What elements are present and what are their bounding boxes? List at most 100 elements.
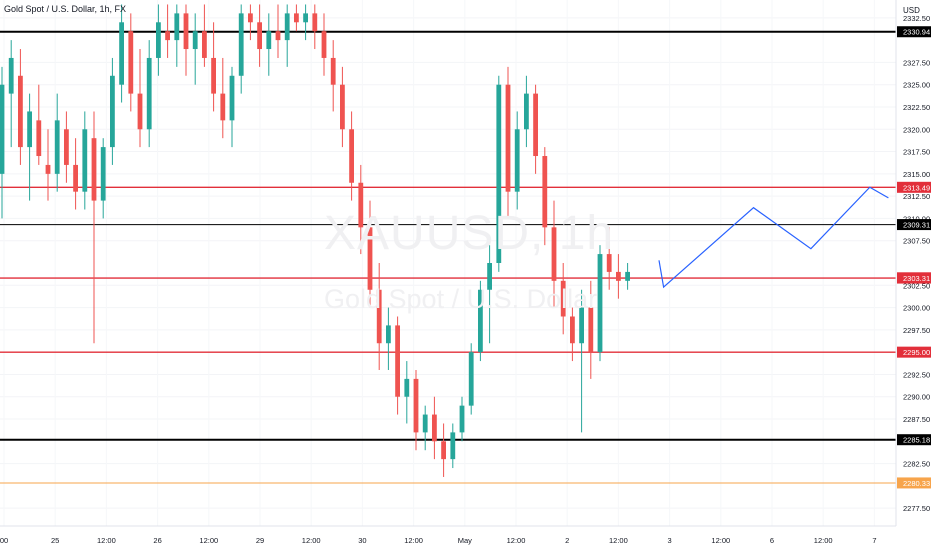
symbol-title: Gold Spot / U.S. Dollar, 1h, FX (4, 4, 127, 14)
time-tick-label: 12:00 (814, 536, 833, 545)
level-price-label: 2295.00 (903, 348, 930, 357)
candle-body (386, 325, 391, 344)
horizontal-levels (0, 30, 896, 484)
level-price-label: 2313.49 (903, 183, 930, 192)
candle-body (570, 316, 575, 344)
candle-body (625, 271, 630, 281)
candle-body (616, 271, 621, 281)
candle-body (514, 129, 520, 192)
candle-body (588, 307, 594, 353)
candle-body (496, 84, 502, 263)
currency-label[interactable]: USD (903, 6, 920, 15)
candle-body (533, 93, 538, 157)
level-price-tag (897, 26, 931, 38)
candle-body (248, 13, 253, 23)
candle-body (597, 254, 603, 353)
time-tick-label: 12:00 (97, 536, 116, 545)
candle-body (192, 31, 198, 50)
price-tick-label: 2297.50 (903, 326, 930, 335)
candle-body (211, 57, 216, 94)
candle-body (551, 227, 557, 281)
candle-body (45, 164, 51, 174)
candle-body (238, 13, 244, 76)
level-price-tag (897, 181, 931, 193)
candle-body (156, 22, 161, 58)
time-tick-label: 12:00 (404, 536, 423, 545)
candle-body (376, 289, 382, 344)
price-tick-label: 2307.50 (903, 237, 930, 246)
price-tick-label: 2325.00 (903, 81, 930, 90)
time-tick-label: 29 (256, 536, 264, 545)
candle-body (358, 182, 364, 228)
candle-body (468, 352, 474, 406)
price-tick-label: 2277.50 (903, 504, 930, 513)
candle-body (128, 31, 134, 94)
time-axis: 00 25 12:00 26 12:00 29 12:00 30 12:00 May 12:00 2 1… (0, 536, 876, 545)
candle-body (330, 57, 336, 85)
candle-body (606, 254, 612, 272)
candle-body (73, 164, 78, 192)
candle-body (183, 13, 189, 50)
time-tick-label: 12:00 (711, 536, 730, 545)
price-tick-label: 2327.50 (903, 58, 930, 67)
price-tick-label: 2332.50 (903, 14, 930, 23)
candle-body (404, 378, 410, 397)
candle-body (579, 307, 584, 344)
price-tick-label: 2315.00 (903, 170, 930, 179)
candle-body (54, 120, 60, 174)
candle-body (524, 93, 529, 130)
level-price-label: 2330.94 (903, 28, 930, 37)
candle-body (229, 75, 235, 121)
candle-body (64, 129, 69, 165)
price-tick-label: 2312.50 (903, 192, 930, 201)
time-tick-label: 6 (770, 536, 774, 545)
candle-body (257, 22, 262, 50)
candle-body (478, 289, 483, 353)
time-tick-label: May (458, 536, 472, 545)
level-price-label: 2303.31 (903, 274, 930, 283)
price-tick-label: 2292.50 (903, 370, 930, 379)
candle-body (165, 31, 170, 41)
price-tick-label: 2287.50 (903, 415, 930, 424)
time-tick-label: 25 (51, 536, 59, 545)
candle-body (284, 13, 290, 41)
price-axis: 2332.50 2327.50 2325.00 2322.50 2320.00 2317.… (903, 14, 930, 513)
candle-body (367, 227, 373, 290)
candle-body (505, 84, 511, 192)
price-tick-label: 2322.50 (903, 103, 930, 112)
price-tick-label: 2290.00 (903, 393, 930, 402)
price-tags: 2330.942313.492309.312303.342303.312295.… (897, 26, 931, 489)
time-tick-label: 12:00 (609, 536, 628, 545)
watermark-symbol: XAUUSD, 1h (324, 207, 615, 260)
candle-body (119, 22, 124, 85)
level-price-tag (897, 434, 931, 446)
candle-body (0, 84, 5, 174)
candle-body (220, 93, 226, 121)
candle-body (303, 13, 308, 23)
level-price-tag (897, 272, 931, 284)
candle-body (413, 378, 419, 433)
candle-body (8, 57, 14, 94)
candles (0, 4, 630, 477)
candle-body (275, 31, 281, 41)
price-tick-label: 2320.00 (903, 125, 930, 134)
watermark-description: Gold Spot / U.S. Dollar (324, 284, 598, 314)
level-price-label: 2285.18 (903, 436, 930, 445)
candle-body (27, 111, 32, 148)
level-price-label: 2309.31 (903, 221, 930, 230)
price-tick-label: 2317.50 (903, 148, 930, 157)
time-tick-label: 26 (153, 536, 161, 545)
candle-body (294, 13, 299, 23)
candle-body (18, 75, 23, 148)
candle-body (395, 325, 400, 397)
candle-body (110, 75, 115, 148)
time-tick-label: 00 (0, 536, 8, 545)
time-tick-label: 7 (872, 536, 876, 545)
time-tick-label: 12:00 (302, 536, 321, 545)
candle-body (441, 441, 446, 460)
price-tick-label: 2300.00 (903, 304, 930, 313)
candle-body (146, 57, 152, 130)
candle-body (422, 414, 428, 433)
